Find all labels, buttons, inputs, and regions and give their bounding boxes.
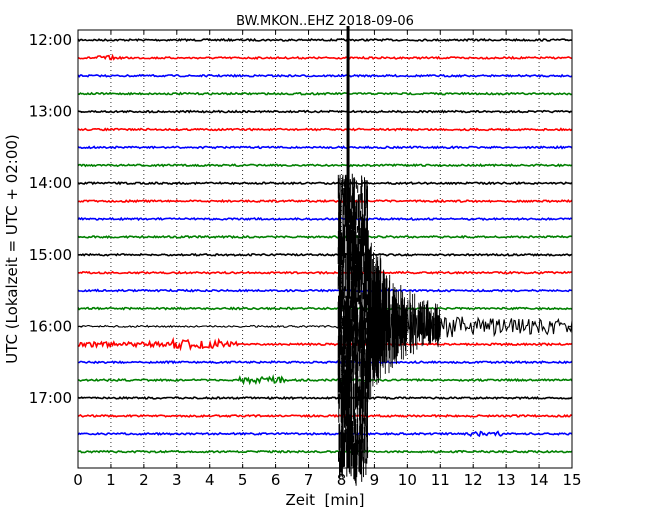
x-tick-label: 12 — [464, 471, 483, 489]
trace-1630 — [78, 360, 573, 365]
trace-1345 — [77, 163, 573, 168]
trace-1230 — [77, 73, 573, 78]
trace-1215 — [77, 53, 573, 61]
trace-1700 — [77, 395, 573, 401]
x-tick-label: 4 — [205, 471, 215, 489]
x-tick-label: 15 — [562, 471, 581, 489]
x-tick-label: 1 — [106, 471, 116, 489]
trace-1300 — [77, 109, 573, 114]
y-tick-label: 14:00 — [29, 174, 72, 192]
x-tick-label: 9 — [370, 471, 380, 489]
y-axis-label: UTC (Lokalzeit = UTC + 02:00) — [3, 134, 21, 364]
trace-1430 — [77, 216, 573, 222]
x-tick-label: 10 — [398, 471, 417, 489]
trace-1445 — [77, 234, 573, 240]
x-tick-label: 2 — [139, 471, 149, 489]
chart-title: BW.MKON..EHZ 2018-09-06 — [236, 14, 414, 29]
x-tick-label: 5 — [238, 471, 248, 489]
trace-1515 — [77, 270, 572, 275]
x-tick-label: 13 — [497, 471, 516, 489]
x-tick-label: 6 — [271, 471, 281, 489]
x-tick-label: 3 — [172, 471, 182, 489]
y-tick-label: 17:00 — [29, 389, 72, 407]
y-tick-label: 13:00 — [29, 103, 72, 121]
plot-frame — [77, 29, 573, 469]
x-tick-label: 8 — [337, 471, 347, 489]
trace-1615 — [77, 336, 573, 352]
x-tick-label: 7 — [304, 471, 314, 489]
trace-1600 — [77, 300, 573, 346]
trace-1530 — [77, 288, 573, 293]
y-tick-label: 15:00 — [29, 246, 72, 264]
trace-1730 — [77, 430, 573, 438]
y-tick-label: 12:00 — [29, 31, 72, 49]
trace-1315 — [77, 127, 573, 132]
trace-1715 — [77, 413, 573, 418]
trace-1245 — [77, 91, 573, 96]
earthquake-signals — [337, 26, 441, 486]
x-axis-label: Zeit [min] — [285, 491, 364, 509]
trace-1500 — [77, 252, 573, 257]
x-tick-label: 14 — [530, 471, 549, 489]
trace-1200 — [77, 37, 573, 43]
seismic-traces — [77, 37, 573, 454]
trace-1415 — [77, 198, 573, 204]
earthquake-tail — [367, 230, 441, 400]
trace-1745 — [77, 449, 573, 454]
earthquake-body — [337, 173, 369, 486]
x-axis-ticks: 0 1 2 3 4 5 6 7 8 9 10 11 12 13 14 15 — [73, 30, 582, 489]
y-tick-label: 16:00 — [29, 317, 72, 335]
x-tick-label: 0 — [73, 471, 83, 489]
trace-1545 — [77, 306, 573, 311]
y-axis-ticks: 12:00 13:00 14:00 15:00 16:00 17:00 — [29, 31, 572, 407]
trace-1400 — [77, 181, 573, 186]
trace-1330 — [77, 145, 573, 150]
trace-1645 — [77, 374, 573, 386]
x-tick-label: 11 — [431, 471, 450, 489]
